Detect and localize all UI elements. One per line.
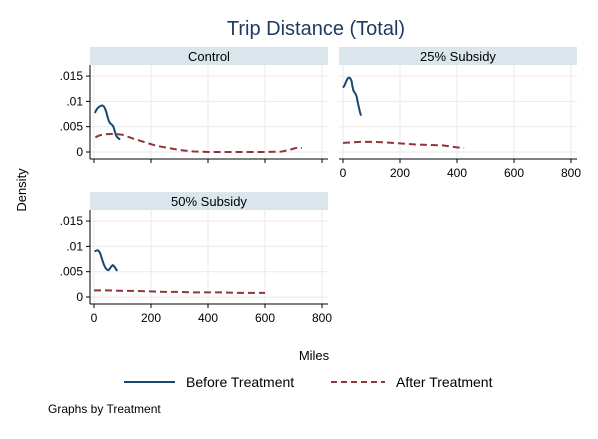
panels-layer: Control 0 .005 .01 .015 25% Subsidy 0 200 400 600…	[60, 47, 581, 325]
panel-strip-label: Control	[188, 49, 230, 64]
panel-strip	[339, 47, 577, 65]
x-tick-label: 0	[340, 166, 347, 180]
y-tick-label: .015	[60, 214, 84, 228]
x-tick-label: 600	[504, 166, 524, 180]
legend-before-label: Before Treatment	[186, 374, 294, 390]
x-tick-label: 200	[390, 166, 410, 180]
x-tick-label: 800	[312, 311, 332, 325]
y-tick-label: .005	[60, 120, 84, 134]
after-treatment-line	[342, 140, 465, 149]
y-tick-label: 0	[76, 145, 83, 159]
panel-1: 25% Subsidy 0 200 400 600 800	[339, 47, 581, 180]
chart-title: Trip Distance (Total)	[227, 18, 405, 40]
after-treatment-line	[94, 289, 265, 294]
x-tick-label: 400	[447, 166, 467, 180]
y-tick-label: .01	[66, 239, 83, 253]
y-tick-label: 0	[76, 290, 83, 304]
x-tick-label: 200	[141, 311, 161, 325]
x-tick-label: 400	[198, 311, 218, 325]
after-treatment-line	[94, 132, 302, 153]
before-treatment-line	[94, 249, 119, 272]
panel-strip-label: 25% Subsidy	[420, 49, 496, 64]
panel-strip-label: 50% Subsidy	[171, 194, 247, 209]
x-tick-label: 600	[255, 311, 275, 325]
legend-after-label: After Treatment	[396, 374, 493, 390]
x-tick-label: 800	[561, 166, 581, 180]
x-axis-title: Miles	[299, 348, 330, 363]
y-tick-label: .005	[60, 265, 84, 279]
panel-2: 50% Subsidy 0 .005 .01 .015 0 200 400 600 800	[60, 192, 332, 325]
panel-0: Control 0 .005 .01 .015	[60, 47, 328, 163]
y-tick-label: .015	[60, 69, 84, 83]
panel-strip	[90, 47, 328, 65]
before-treatment-line	[342, 76, 362, 116]
before-treatment-line	[93, 104, 121, 141]
legend: Before Treatment After Treatment	[124, 374, 493, 390]
y-tick-label: .01	[66, 94, 83, 108]
graphs-by-note: Graphs by Treatment	[48, 402, 161, 416]
panel-strip	[90, 192, 328, 210]
x-tick-label: 0	[91, 311, 98, 325]
y-axis-title: Density	[14, 168, 29, 212]
